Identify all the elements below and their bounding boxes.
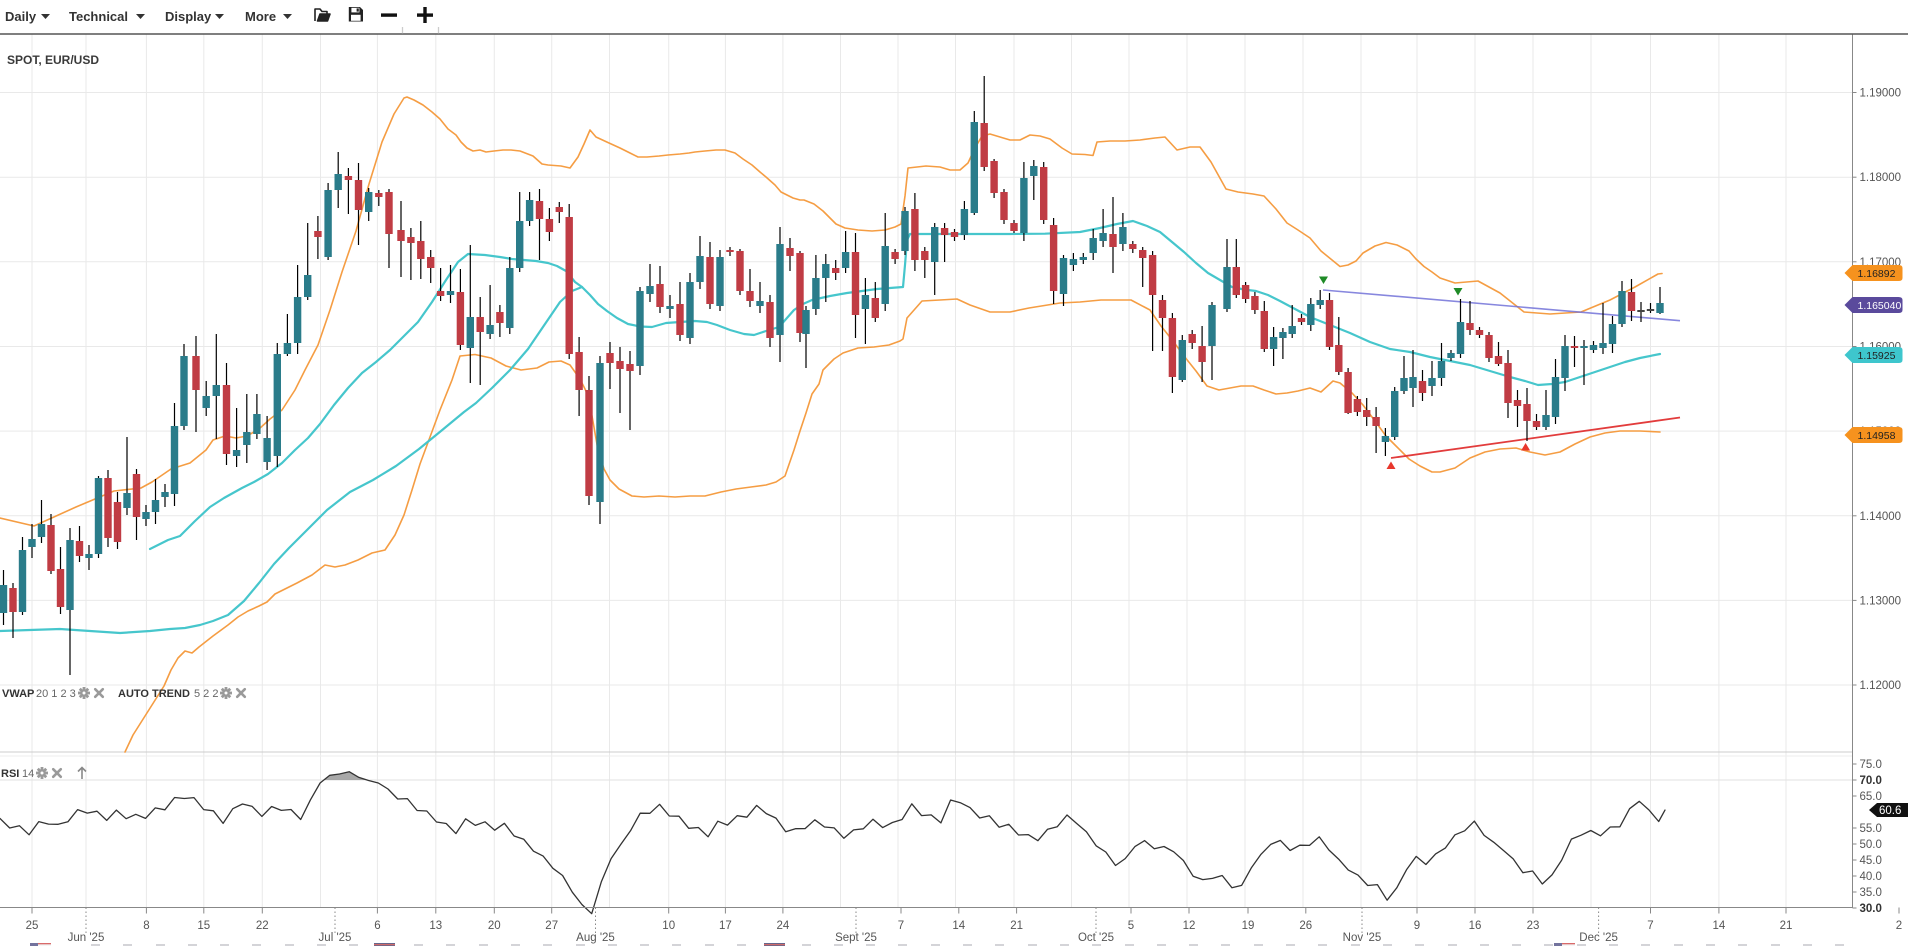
svg-text:Oct '25: Oct '25 bbox=[1078, 932, 1114, 944]
svg-text:25: 25 bbox=[26, 920, 39, 932]
svg-text:20 1 2 3: 20 1 2 3 bbox=[36, 688, 76, 700]
svg-text:24: 24 bbox=[777, 920, 790, 932]
svg-text:27: 27 bbox=[545, 920, 558, 932]
svg-text:7: 7 bbox=[898, 920, 904, 932]
svg-text:1.18000: 1.18000 bbox=[1860, 172, 1902, 184]
svg-text:1.12000: 1.12000 bbox=[1860, 680, 1902, 692]
svg-text:Daily: Daily bbox=[5, 9, 37, 24]
svg-text:9: 9 bbox=[1414, 920, 1420, 932]
svg-text:Sept '25: Sept '25 bbox=[835, 932, 877, 944]
svg-text:VWAP: VWAP bbox=[2, 688, 34, 700]
svg-text:15: 15 bbox=[197, 920, 210, 932]
svg-text:21: 21 bbox=[1010, 920, 1023, 932]
svg-text:50.0: 50.0 bbox=[1860, 839, 1882, 851]
svg-text:1.19000: 1.19000 bbox=[1860, 88, 1902, 100]
svg-text:1.165040: 1.165040 bbox=[1858, 300, 1902, 312]
svg-text:16: 16 bbox=[1469, 920, 1482, 932]
svg-text:45.0: 45.0 bbox=[1860, 855, 1882, 867]
svg-text:Aug '25: Aug '25 bbox=[576, 932, 615, 944]
svg-text:17: 17 bbox=[719, 920, 732, 932]
svg-text:Technical: Technical bbox=[69, 9, 128, 24]
svg-text:12: 12 bbox=[1183, 920, 1196, 932]
svg-text:Jul '25: Jul '25 bbox=[319, 932, 352, 944]
svg-text:65.0: 65.0 bbox=[1860, 791, 1882, 803]
svg-text:More: More bbox=[245, 9, 276, 24]
svg-text:13: 13 bbox=[429, 920, 442, 932]
svg-text:20: 20 bbox=[488, 920, 501, 932]
svg-text:7: 7 bbox=[1647, 920, 1653, 932]
svg-text:SPOT, EUR/USD: SPOT, EUR/USD bbox=[7, 53, 99, 67]
svg-text:30.0: 30.0 bbox=[1860, 903, 1882, 915]
svg-text:60.6: 60.6 bbox=[1879, 805, 1901, 817]
svg-text:14: 14 bbox=[1713, 920, 1726, 932]
svg-text:14: 14 bbox=[22, 768, 34, 780]
svg-text:1.15925: 1.15925 bbox=[1858, 350, 1896, 362]
svg-text:5 2 2: 5 2 2 bbox=[194, 688, 218, 700]
svg-text:10: 10 bbox=[662, 920, 675, 932]
svg-text:Nov '25: Nov '25 bbox=[1343, 932, 1382, 944]
svg-text:23: 23 bbox=[1527, 920, 1540, 932]
svg-text:75.0: 75.0 bbox=[1860, 759, 1882, 771]
svg-text:35.0: 35.0 bbox=[1860, 887, 1882, 899]
svg-text:Dec '25: Dec '25 bbox=[1579, 932, 1618, 944]
svg-text:21: 21 bbox=[1780, 920, 1793, 932]
svg-text:AUTO TREND: AUTO TREND bbox=[118, 688, 190, 700]
svg-text:55.0: 55.0 bbox=[1860, 823, 1882, 835]
svg-text:5: 5 bbox=[1128, 920, 1134, 932]
svg-text:19: 19 bbox=[1242, 920, 1255, 932]
svg-text:1.14958: 1.14958 bbox=[1858, 430, 1896, 442]
svg-text:26: 26 bbox=[1299, 920, 1312, 932]
svg-text:1.14000: 1.14000 bbox=[1860, 511, 1902, 523]
svg-text:1.13000: 1.13000 bbox=[1860, 595, 1902, 607]
svg-text:2: 2 bbox=[1896, 920, 1902, 932]
svg-text:6: 6 bbox=[374, 920, 380, 932]
svg-text:40.0: 40.0 bbox=[1860, 871, 1882, 883]
svg-text:RSI: RSI bbox=[1, 768, 19, 780]
svg-text:1.16892: 1.16892 bbox=[1858, 268, 1896, 280]
svg-text:Display: Display bbox=[165, 9, 212, 24]
svg-text:8: 8 bbox=[143, 920, 149, 932]
svg-text:14: 14 bbox=[952, 920, 965, 932]
svg-text:70.0: 70.0 bbox=[1860, 775, 1882, 787]
svg-text:22: 22 bbox=[256, 920, 269, 932]
svg-text:Jun '25: Jun '25 bbox=[68, 932, 105, 944]
